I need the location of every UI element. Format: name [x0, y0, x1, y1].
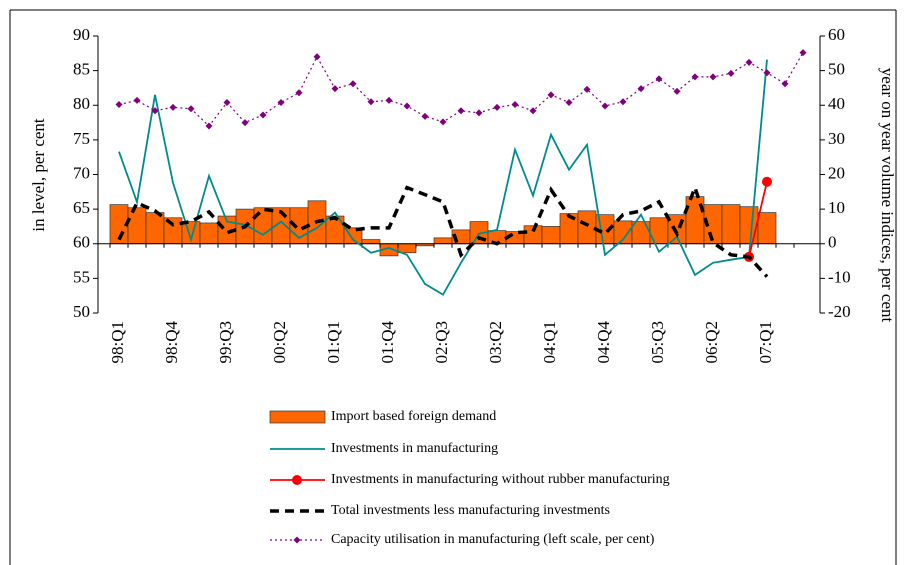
legend-label: Investments in manufacturing without rub…	[331, 472, 670, 487]
y-tick-label: 90	[73, 25, 90, 44]
marker	[151, 107, 159, 115]
marker	[475, 109, 483, 117]
marker	[223, 98, 231, 106]
marker	[529, 107, 537, 115]
y-tick-label: 80	[73, 94, 90, 113]
marker	[619, 98, 627, 106]
legend-label: Capacity utilisation in manufacturing (l…	[331, 532, 655, 547]
marker	[313, 53, 321, 61]
y-axis-label: in level, per cent	[29, 118, 48, 232]
bar	[433, 237, 453, 245]
marker	[277, 98, 285, 106]
marker	[745, 58, 753, 66]
marker	[583, 85, 591, 93]
marker	[637, 85, 645, 93]
line	[118, 52, 804, 127]
marker	[367, 98, 375, 106]
marker	[781, 80, 789, 88]
x-tick-label: 06:Q2	[702, 321, 721, 364]
bar	[325, 215, 345, 245]
marker	[133, 96, 141, 104]
legend-marker	[292, 475, 302, 485]
line	[748, 181, 768, 258]
legend-swatch	[269, 410, 326, 424]
y-tick-label: 50	[73, 302, 90, 321]
marker	[457, 107, 465, 115]
marker	[547, 91, 555, 99]
marker	[511, 101, 519, 109]
marker	[493, 103, 501, 111]
x-tick-label: 04:Q1	[540, 321, 559, 364]
line	[118, 59, 768, 296]
bar	[577, 210, 597, 245]
marker	[187, 105, 195, 113]
marker	[763, 69, 771, 77]
x-tick-label: 04:Q4	[594, 321, 613, 364]
marker	[403, 102, 411, 110]
marker	[673, 87, 681, 95]
y2-tick-label: -10	[828, 267, 851, 286]
y-tick-label: 75	[73, 129, 90, 148]
y2-tick-label: -20	[828, 302, 851, 321]
x-tick-label: 98:Q4	[162, 321, 181, 364]
y-tick-label: 60	[73, 233, 90, 252]
marker	[385, 96, 393, 104]
marker	[762, 176, 772, 187]
marker	[205, 122, 213, 130]
y-tick-label: 85	[73, 60, 90, 79]
x-tick-label: 03:Q2	[486, 321, 505, 364]
legend-marker	[293, 536, 301, 544]
marker	[799, 49, 807, 57]
bar	[361, 239, 381, 245]
marker	[601, 102, 609, 110]
marker	[727, 69, 735, 77]
bar	[739, 206, 759, 245]
marker	[655, 75, 663, 83]
bar	[397, 243, 417, 254]
x-tick-label: 02:Q3	[432, 321, 451, 364]
legend-label: Investments in manufacturing	[331, 441, 498, 456]
y-tick-label: 55	[73, 267, 90, 286]
y2-axis-label: year on year volume indices, per cent	[878, 68, 897, 323]
marker	[295, 89, 303, 97]
x-tick-label: 01:Q1	[324, 321, 343, 364]
x-tick-label: 99:Q3	[216, 321, 235, 364]
marker	[349, 80, 357, 88]
marker	[565, 98, 573, 106]
bar	[145, 212, 165, 245]
marker	[709, 73, 717, 81]
y-tick-label: 70	[73, 163, 90, 182]
y-tick-label: 65	[73, 198, 90, 217]
legend-label: Import based foreign demand	[331, 409, 496, 424]
y2-tick-label: 20	[828, 163, 845, 182]
x-tick-label: 00:Q2	[270, 321, 289, 364]
y2-tick-label: 0	[828, 233, 837, 252]
bar	[721, 204, 741, 245]
marker	[169, 103, 177, 111]
marker	[439, 118, 447, 126]
y2-tick-label: 50	[828, 60, 845, 79]
legend-label: Total investments less manufacturing inv…	[331, 503, 610, 518]
marker	[115, 101, 123, 109]
bar	[127, 207, 147, 245]
x-tick-label: 05:Q3	[648, 321, 667, 364]
x-tick-label: 98:Q1	[108, 321, 127, 364]
line	[117, 182, 769, 278]
marker	[331, 85, 339, 93]
bar	[757, 212, 777, 245]
bar	[199, 222, 219, 245]
x-tick-label: 07:Q1	[756, 321, 775, 364]
bar	[541, 226, 561, 245]
marker	[241, 119, 249, 127]
marker	[691, 73, 699, 81]
marker	[259, 111, 267, 119]
marker	[421, 112, 429, 120]
y2-tick-label: 60	[828, 25, 845, 44]
y2-tick-label: 30	[828, 129, 845, 148]
y2-tick-label: 40	[828, 94, 845, 113]
y2-tick-label: 10	[828, 198, 845, 217]
x-tick-label: 01:Q4	[378, 321, 397, 364]
